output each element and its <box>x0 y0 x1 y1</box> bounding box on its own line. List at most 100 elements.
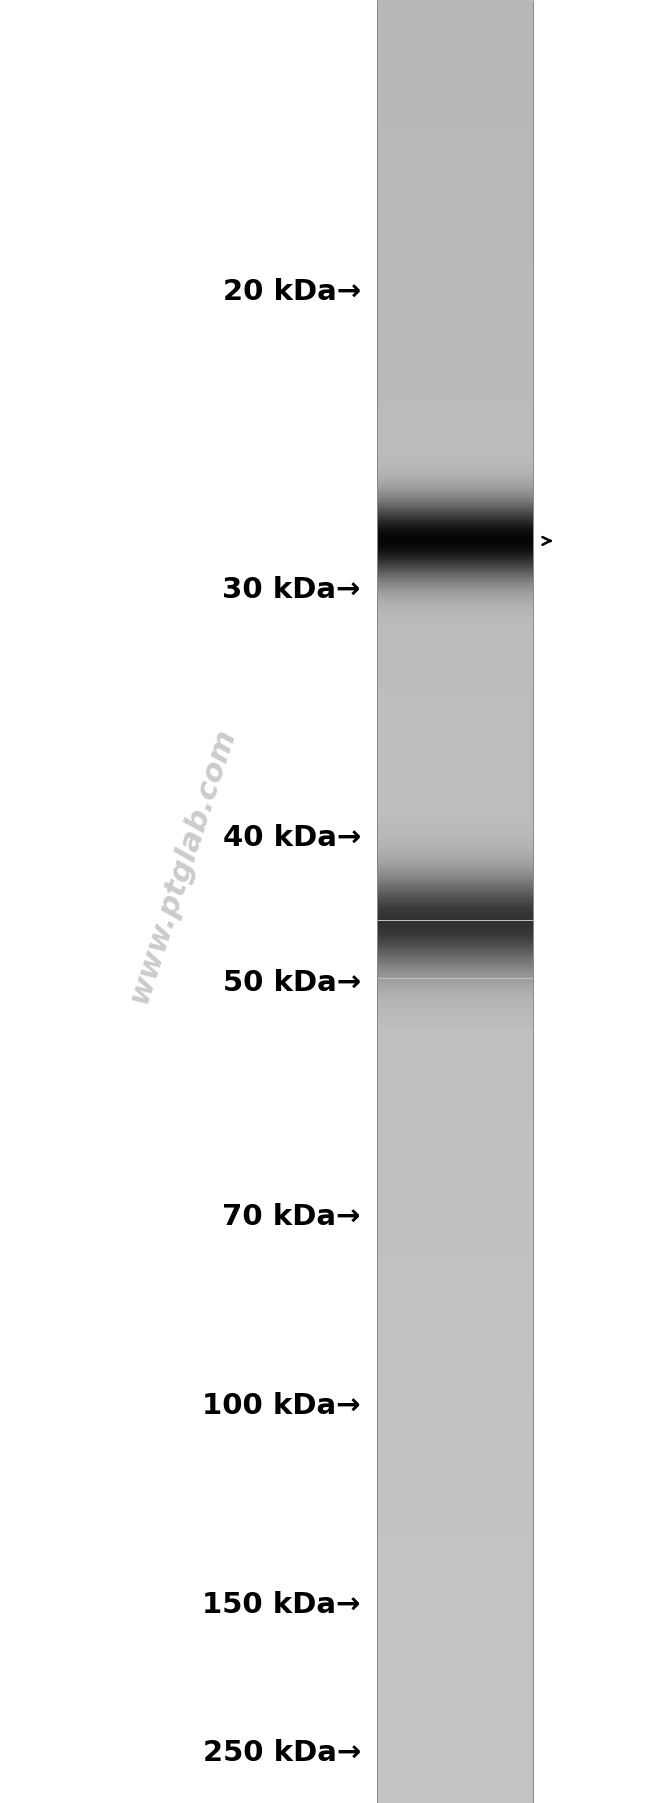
Bar <box>377 591 533 595</box>
Bar <box>377 411 533 415</box>
Bar <box>377 1789 533 1794</box>
Bar <box>377 865 533 871</box>
Bar <box>377 1632 533 1637</box>
Bar <box>377 1379 533 1385</box>
Bar <box>377 1248 533 1253</box>
Bar <box>377 974 533 977</box>
Bar <box>377 698 533 703</box>
Bar <box>377 0 533 4</box>
Bar <box>377 499 533 505</box>
Bar <box>377 1475 533 1478</box>
Bar <box>377 1298 533 1302</box>
Bar <box>377 1289 533 1295</box>
Bar <box>377 496 533 499</box>
Bar <box>377 1212 533 1217</box>
Bar <box>377 1698 533 1704</box>
Text: 40 kDa→: 40 kDa→ <box>222 824 361 853</box>
Bar <box>377 1439 533 1442</box>
Bar <box>377 1343 533 1349</box>
Bar <box>377 1172 533 1177</box>
Bar <box>377 1691 533 1695</box>
Bar <box>377 144 533 148</box>
Bar <box>377 1745 533 1749</box>
Bar <box>377 436 533 442</box>
Bar <box>377 1190 533 1194</box>
Bar <box>377 1442 533 1446</box>
Bar <box>377 487 533 490</box>
Bar <box>377 1563 533 1569</box>
Bar <box>377 983 533 986</box>
Bar <box>377 1076 533 1082</box>
Bar <box>377 1641 533 1644</box>
Bar <box>377 1392 533 1397</box>
Bar <box>377 67 533 72</box>
Bar <box>377 202 533 207</box>
Bar <box>377 541 533 545</box>
Bar <box>377 1569 533 1572</box>
Text: 250 kDa→: 250 kDa→ <box>203 1738 361 1767</box>
Bar <box>377 1587 533 1590</box>
Bar <box>377 1199 533 1204</box>
Bar <box>377 613 533 617</box>
Bar <box>377 1637 533 1641</box>
Bar <box>377 1158 533 1163</box>
Bar <box>377 1046 533 1049</box>
Bar <box>377 252 533 256</box>
Bar <box>377 716 533 721</box>
Bar <box>377 820 533 826</box>
Bar <box>377 1601 533 1605</box>
Bar <box>377 454 533 460</box>
Bar <box>377 31 533 36</box>
Bar <box>377 1217 533 1222</box>
Bar <box>377 1356 533 1361</box>
Bar <box>377 905 533 911</box>
Bar <box>377 103 533 108</box>
Bar <box>377 806 533 811</box>
Bar <box>377 790 533 793</box>
Bar <box>377 126 533 130</box>
Bar <box>377 1673 533 1677</box>
Bar <box>377 1415 533 1421</box>
Bar <box>377 1460 533 1464</box>
Bar <box>377 1500 533 1506</box>
Bar <box>377 415 533 418</box>
Bar <box>377 442 533 445</box>
Bar <box>377 1262 533 1266</box>
Bar <box>377 1331 533 1334</box>
Bar <box>377 418 533 424</box>
Bar <box>377 1055 533 1058</box>
Bar <box>377 505 533 508</box>
Bar <box>377 838 533 842</box>
Bar <box>377 986 533 992</box>
Bar <box>377 581 533 586</box>
Bar <box>377 1082 533 1085</box>
Bar <box>377 1560 533 1563</box>
Bar <box>377 388 533 393</box>
Bar <box>377 1258 533 1262</box>
Bar <box>377 1662 533 1668</box>
Bar <box>377 1695 533 1698</box>
Bar <box>377 1100 533 1103</box>
Bar <box>377 1677 533 1680</box>
Bar <box>377 1385 533 1388</box>
Bar <box>377 13 533 18</box>
Bar <box>377 292 533 297</box>
Bar <box>377 1487 533 1493</box>
Bar <box>377 1451 533 1457</box>
Bar <box>377 94 533 99</box>
Bar <box>377 1781 533 1785</box>
Bar <box>377 644 533 649</box>
Bar <box>377 1464 533 1469</box>
Text: 20 kDa→: 20 kDa→ <box>223 278 361 307</box>
Bar <box>377 851 533 856</box>
Bar <box>377 1085 533 1091</box>
Bar <box>377 18 533 22</box>
Bar <box>377 1727 533 1731</box>
Bar <box>377 211 533 216</box>
Bar <box>377 1316 533 1320</box>
Bar <box>377 1433 533 1439</box>
Bar <box>377 1767 533 1771</box>
Bar <box>377 157 533 162</box>
Bar <box>377 478 533 481</box>
Bar <box>377 1547 533 1551</box>
